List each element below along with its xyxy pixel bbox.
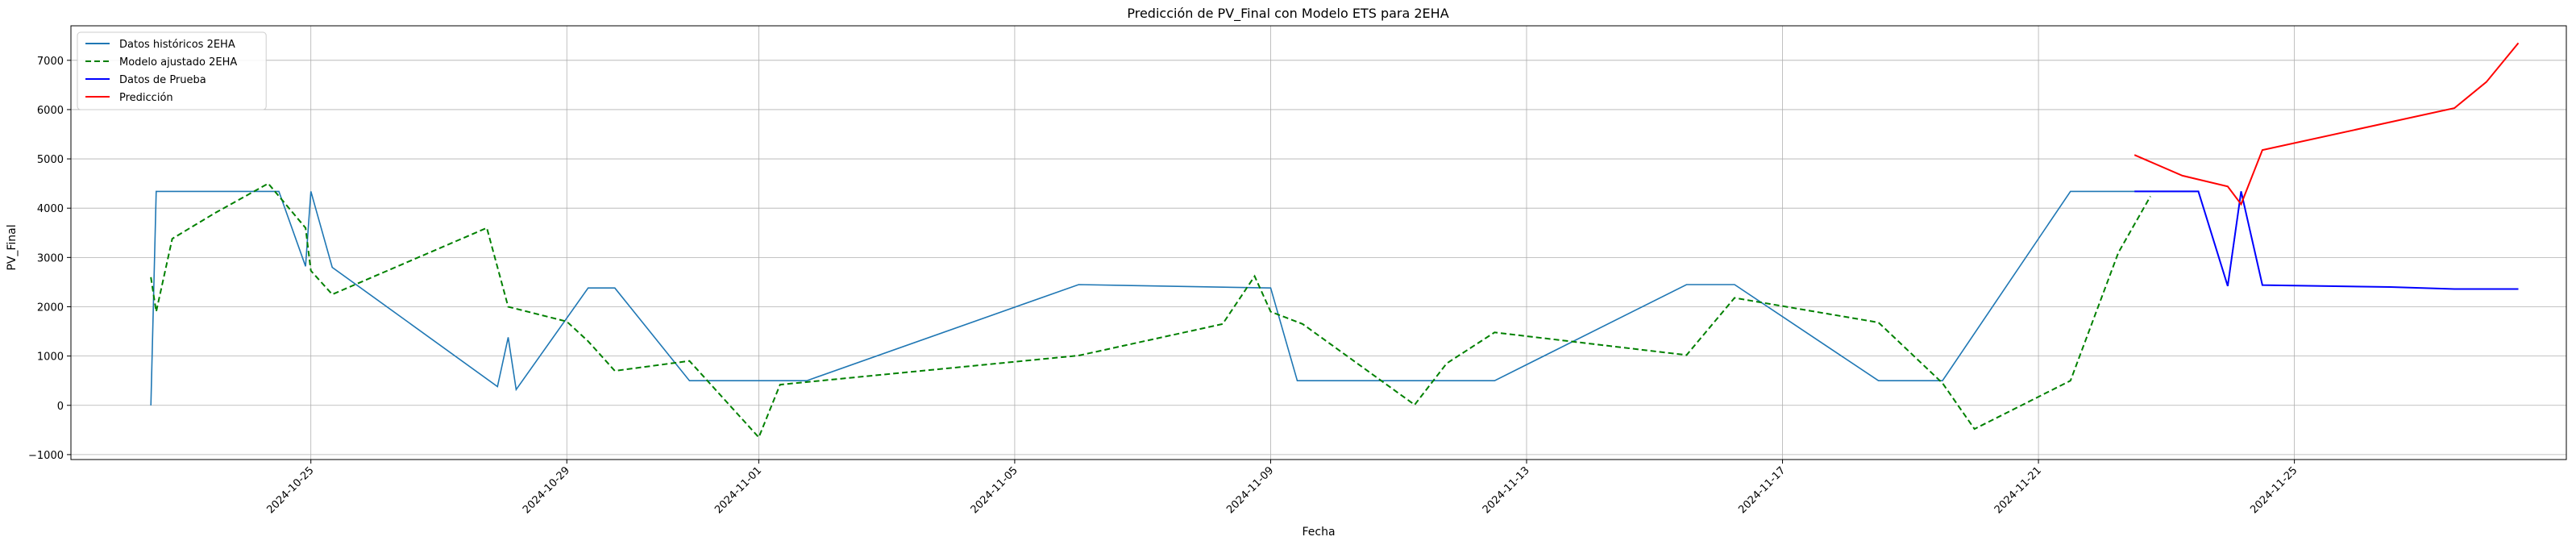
y-tick-label: 7000 — [37, 56, 64, 68]
x-tick-label: 2024-11-17 — [1736, 464, 1788, 516]
legend-label: Datos de Prueba — [119, 74, 206, 86]
legend-label: Modelo ajustado 2EHA — [119, 56, 237, 69]
x-tick-label: 2024-11-05 — [969, 464, 1020, 516]
x-tick-label: 2024-11-25 — [2248, 464, 2300, 516]
y-tick-label: 1000 — [37, 352, 64, 364]
legend-label: Predicción — [119, 92, 173, 104]
x-tick-label: 2024-11-09 — [1224, 464, 1276, 516]
series-layer — [150, 42, 2520, 439]
legend-label: Datos históricos 2EHA — [119, 39, 235, 51]
x-tick-label: 2024-11-13 — [1481, 464, 1532, 516]
series-line-2 — [2134, 190, 2519, 290]
series-line-0 — [150, 190, 2263, 406]
grid-lines — [71, 26, 2566, 460]
series-line-3 — [2134, 42, 2520, 206]
y-tick-label: 6000 — [37, 105, 64, 117]
series-line-1 — [150, 182, 2151, 439]
y-axis-label: PV_Final — [6, 224, 19, 270]
y-tick-label: −1000 — [28, 450, 64, 462]
x-tick-label: 2024-11-01 — [713, 464, 764, 516]
y-tick-label: 2000 — [37, 302, 64, 314]
legend-box — [77, 31, 267, 110]
y-tick-label: 4000 — [37, 203, 64, 215]
y-tick-label: 3000 — [37, 252, 64, 264]
x-axis-label: Fecha — [1302, 526, 1335, 539]
plot-frame — [70, 25, 2567, 460]
x-tick-label: 2024-10-29 — [521, 464, 572, 516]
y-tick-label: 5000 — [37, 154, 64, 166]
x-tick-label: 2024-11-21 — [1992, 464, 2044, 516]
y-tick-label: 0 — [57, 401, 64, 413]
legend: Datos históricos 2EHA Modelo ajustado 2EH… — [77, 31, 267, 110]
x-tick-label: 2024-10-25 — [264, 464, 316, 516]
chart-title: Predicción de PV_Final con Modelo ETS pa… — [1127, 6, 1448, 22]
